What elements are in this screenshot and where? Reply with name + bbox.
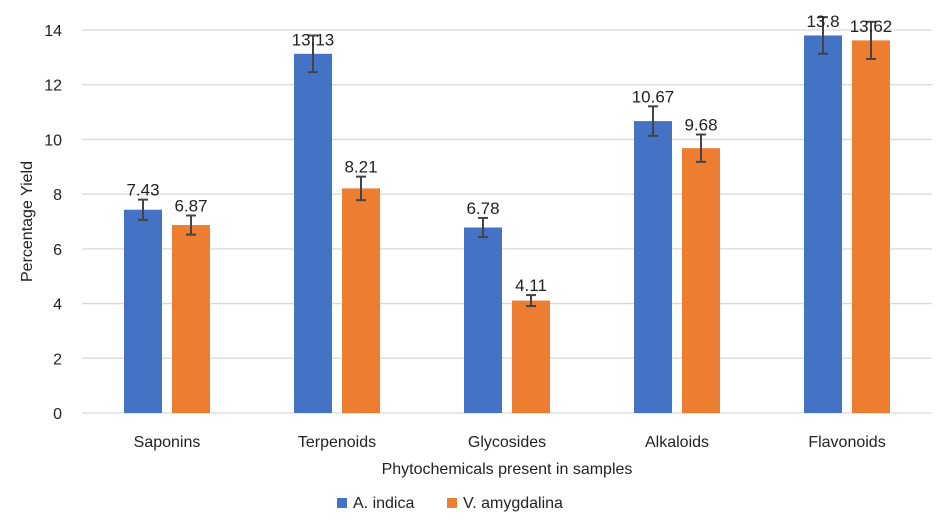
bar (172, 225, 210, 413)
data-label: 6.78 (466, 199, 499, 218)
bar (124, 209, 162, 413)
x-tick-label: Terpenoids (298, 434, 376, 451)
data-label: 13.13 (292, 30, 335, 49)
y-tick-label: 10 (44, 132, 62, 149)
data-label: 7.43 (126, 181, 159, 200)
data-label: 9.68 (684, 116, 717, 135)
legend-swatch (337, 498, 347, 508)
legend-swatch (447, 498, 457, 508)
data-label: 13.8 (806, 12, 839, 31)
y-tick-label: 14 (44, 23, 62, 40)
x-tick-label: Flavonoids (808, 434, 885, 451)
y-tick-label: 12 (44, 78, 62, 95)
y-axis-title: Percentage Yield (19, 161, 36, 282)
y-tick-label: 8 (53, 187, 62, 204)
legend-label: A. indica (353, 495, 414, 512)
bar (512, 300, 550, 413)
x-tick-label: Saponins (134, 434, 201, 451)
bar (342, 188, 380, 413)
x-tick-label: Glycosides (468, 434, 546, 451)
y-tick-label: 2 (53, 351, 62, 368)
y-tick-label: 6 (53, 242, 62, 259)
y-tick-label: 4 (53, 297, 62, 314)
data-label: 13.62 (850, 17, 893, 36)
bar (682, 148, 720, 413)
bar (852, 40, 890, 413)
bar (464, 227, 502, 413)
x-tick-label: Alkaloids (645, 434, 709, 451)
data-label: 8.21 (344, 158, 377, 177)
x-axis-title: Phytochemicals present in samples (382, 461, 633, 478)
y-tick-label: 0 (53, 406, 62, 423)
data-label: 4.11 (515, 276, 547, 295)
bar (294, 53, 332, 413)
data-label: 10.67 (632, 87, 675, 106)
legend-label: V. amygdalina (463, 495, 563, 512)
bar (634, 121, 672, 413)
data-label: 6.87 (174, 196, 207, 215)
bar (804, 35, 842, 413)
